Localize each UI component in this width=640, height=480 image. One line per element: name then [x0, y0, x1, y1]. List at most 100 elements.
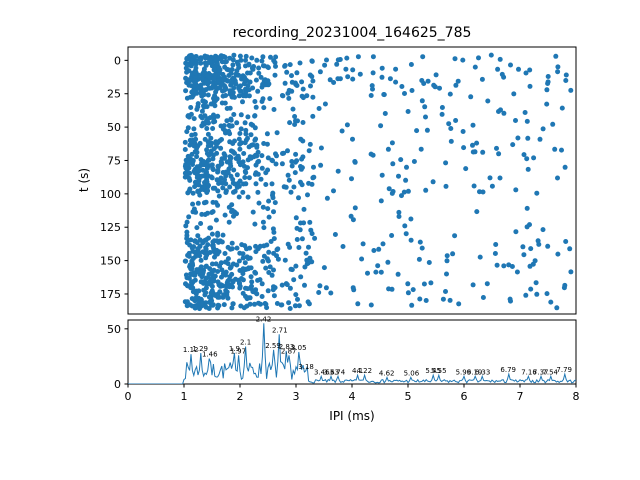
scatter-point	[197, 237, 203, 243]
scatter-point	[294, 237, 300, 242]
scatter-point	[220, 232, 226, 238]
scatter-point	[370, 86, 375, 92]
scatter-point	[188, 105, 194, 110]
scatter-point	[255, 189, 261, 195]
scatter-point	[187, 78, 193, 84]
peak-annotation: 3.18	[298, 363, 314, 371]
scatter-point	[417, 296, 423, 302]
scatter-point	[257, 277, 263, 283]
scatter-point	[418, 146, 424, 152]
scatter-point	[296, 245, 302, 250]
scatter-point	[283, 184, 289, 190]
scatter-point	[343, 66, 349, 72]
scatter-point	[261, 105, 267, 111]
scatter-point	[260, 54, 266, 60]
scatter-point	[245, 135, 250, 141]
scatter-point	[190, 190, 196, 196]
scatter-point	[242, 140, 248, 146]
peak-annotation: 6.33	[475, 368, 491, 376]
scatter-point	[405, 188, 411, 194]
scatter-point	[511, 91, 517, 97]
scatter-point	[322, 62, 328, 68]
scatter-point	[290, 106, 296, 112]
scatter-point	[345, 74, 351, 80]
scatter-point	[225, 256, 231, 262]
scatter-point	[246, 87, 252, 93]
scatter-point	[269, 157, 275, 163]
scatter-point	[379, 172, 385, 178]
scatter-point	[207, 57, 213, 63]
scatter-point	[237, 285, 243, 291]
scatter-point	[444, 253, 450, 259]
x-tick-label: 8	[573, 390, 580, 403]
scatter-point	[231, 213, 236, 219]
scatter-point	[350, 217, 356, 223]
scatter-point	[237, 88, 243, 94]
scatter-point	[267, 96, 273, 102]
scatter-point	[534, 291, 540, 297]
scatter-point	[280, 93, 286, 99]
scatter-point	[253, 136, 259, 142]
scatter-point	[266, 270, 272, 275]
scatter-point	[553, 53, 559, 59]
scatter-point	[461, 145, 467, 151]
scatter-point	[236, 156, 242, 161]
x-tick-label: 6	[461, 390, 468, 403]
scatter-point	[235, 180, 241, 186]
scatter-point	[212, 273, 218, 279]
scatter-point	[282, 63, 288, 68]
scatter-point	[402, 223, 408, 229]
scatter-point	[480, 295, 486, 300]
scatter-point	[444, 258, 450, 264]
scatter-point	[563, 72, 569, 78]
scatter-point	[204, 151, 210, 156]
scatter-point	[524, 205, 530, 211]
scatter-point	[214, 143, 219, 149]
scatter-point	[191, 126, 197, 132]
scatter-point	[378, 123, 384, 129]
scatter-point	[203, 199, 209, 205]
x-tick-label: 1	[181, 390, 188, 403]
scatter-point	[471, 183, 477, 189]
scatter-point	[274, 153, 279, 159]
scatter-point	[182, 147, 188, 152]
scatter-point	[190, 279, 196, 285]
scatter-point	[243, 131, 249, 137]
scatter-point	[219, 239, 225, 245]
scatter-point	[232, 138, 237, 144]
scatter-point	[184, 62, 190, 68]
scatter-point	[210, 126, 216, 131]
scatter-point	[332, 232, 338, 237]
scatter-point	[258, 176, 264, 182]
scatter-point	[186, 160, 192, 166]
scatter-point	[213, 217, 219, 223]
scatter-point	[209, 298, 215, 304]
scatter-point	[380, 241, 386, 247]
scatter-point	[229, 202, 235, 208]
scatter-point	[204, 169, 209, 175]
scatter-point	[544, 101, 550, 107]
scatter-point	[249, 279, 255, 285]
scatter-point	[225, 170, 231, 176]
scatter-point	[484, 281, 490, 287]
scatter-point	[355, 54, 361, 60]
scatter-point	[254, 144, 260, 150]
scatter-point	[202, 113, 208, 119]
scatter-point	[555, 175, 560, 181]
scatter-point	[243, 285, 248, 291]
scatter-point	[344, 122, 350, 128]
scatter-point	[223, 190, 229, 195]
scatter-point	[288, 189, 294, 195]
scatter-point	[238, 112, 244, 118]
scatter-point	[190, 255, 196, 261]
scatter-point	[223, 269, 229, 275]
scatter-point	[405, 290, 411, 296]
scatter-point	[497, 56, 503, 62]
scatter-point	[545, 243, 551, 249]
scatter-point	[268, 239, 274, 244]
scatter-point	[227, 123, 233, 129]
scatter-point	[513, 118, 518, 123]
scatter-point	[209, 175, 215, 181]
scatter-point	[266, 81, 272, 87]
scatter-point	[185, 190, 191, 196]
